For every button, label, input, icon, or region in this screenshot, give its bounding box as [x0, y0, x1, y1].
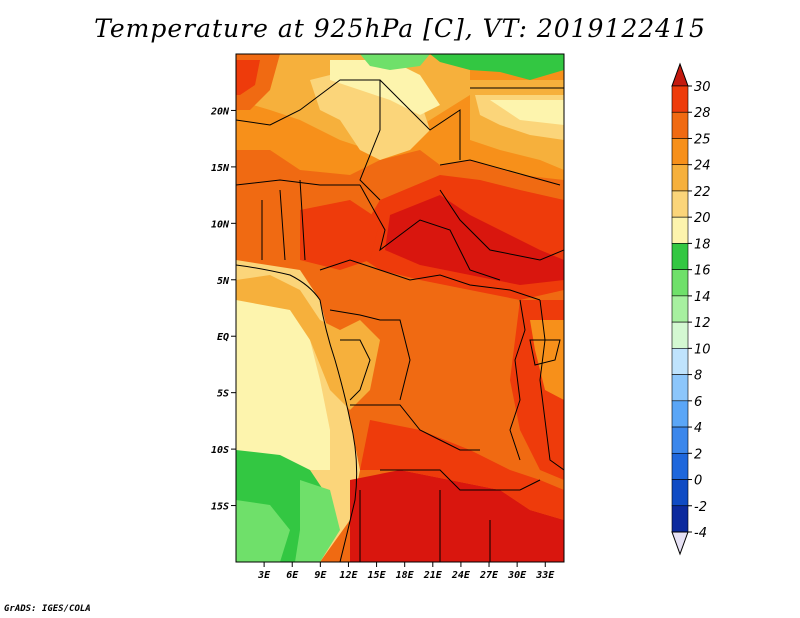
border-12	[350, 404, 480, 451]
field-nw-hot	[236, 60, 260, 95]
colorbar-label: 28	[694, 106, 711, 121]
field-west-hot	[300, 200, 380, 270]
latitude-axis: 20N 15N 10N 5N EQ 5S 10S 15S	[210, 106, 236, 513]
lat-tick-label: 5N	[217, 276, 230, 287]
field-atlantic-coolest	[236, 300, 330, 470]
colorbar-box	[671, 426, 689, 454]
colorbar-label: 4	[694, 421, 702, 436]
border-16	[539, 299, 564, 471]
border-7	[439, 189, 564, 261]
colorbar-label: 14	[694, 290, 711, 305]
lat-tick-label: 15S	[211, 502, 229, 513]
temperature-field	[236, 54, 564, 562]
lat-tick-label: 5S	[217, 389, 229, 400]
colorbar-label: 16	[694, 264, 711, 279]
lon-tick-label: 3E	[257, 570, 271, 581]
border-1	[236, 79, 381, 201]
colorbar-box	[671, 452, 689, 480]
field-sahara-coolest	[330, 60, 440, 115]
border-6	[359, 184, 501, 281]
colorbar-bottom-arrow	[671, 531, 689, 556]
longitude-axis: 3E 6E 9E 12E 15E 18E 21E 24E 27E 30E 33E	[257, 562, 555, 581]
colorbar-box	[671, 138, 689, 166]
border-10	[329, 309, 411, 401]
colorbar-label: 22	[694, 185, 711, 200]
field-green-n1	[360, 54, 430, 70]
colorbar-label: 24	[694, 159, 711, 174]
colorbar-top-arrow	[671, 62, 689, 87]
colorbar-label: 8	[694, 369, 702, 384]
colorbar-box	[671, 348, 689, 375]
credit-label: GrADS: IGES/COLA	[4, 604, 91, 614]
field-sw-green2	[295, 480, 340, 562]
border-15	[509, 299, 526, 461]
lake-victoria	[529, 339, 561, 366]
colorbar-label: 0	[694, 474, 702, 489]
lat-tick-label: 10N	[211, 219, 230, 230]
colorbar-label: 20	[694, 211, 711, 226]
field-ne-coolest	[490, 100, 564, 125]
lon-tick-label: 27E	[479, 570, 499, 581]
colorbar-label: 25	[694, 132, 711, 147]
lon-tick-label: 21E	[423, 570, 443, 581]
colorbar-label: 2	[694, 447, 702, 462]
lon-tick-label: 33E	[535, 570, 555, 581]
field-south-hottest	[350, 470, 564, 562]
colorbar-box	[671, 321, 689, 349]
colorbar-label: -4	[694, 526, 707, 541]
country-borders	[236, 79, 564, 562]
colorbar-box	[671, 269, 689, 297]
colorbar-box	[671, 295, 689, 323]
lat-tick-label: 15N	[211, 163, 230, 174]
colorbar-label: 6	[694, 395, 702, 410]
colorbar-box	[671, 111, 689, 139]
border-14	[359, 490, 491, 562]
colorbar-box	[671, 85, 689, 113]
lat-tick-label: 10S	[211, 445, 229, 456]
field-green-n2	[430, 54, 564, 80]
border-8	[261, 179, 306, 261]
lon-tick-label: 9E	[314, 570, 327, 581]
colorbar-label: 30	[694, 80, 711, 95]
field-central-hottest	[385, 195, 564, 285]
lon-tick-label: 18E	[396, 570, 415, 581]
border-3	[439, 159, 561, 186]
field-gulf-warm	[236, 275, 380, 410]
lon-tick-label: 15E	[368, 570, 387, 581]
lat-tick-label: 20N	[210, 106, 230, 117]
colorbar-box	[671, 505, 689, 533]
coastline	[236, 264, 358, 562]
field-south-hot	[360, 420, 564, 520]
colorbar-box	[671, 374, 689, 402]
map-title: Temperature at 925hPa [C], VT: 201912241…	[94, 14, 706, 43]
border-2	[379, 79, 461, 160]
lat-tick-label: EQ	[217, 332, 229, 343]
colorbar-box	[671, 479, 689, 507]
map-frame	[235, 53, 565, 563]
colorbar-box	[671, 216, 689, 244]
colorbar-box	[671, 164, 689, 192]
field-sw-lightgreen	[236, 500, 290, 562]
colorbar-box	[671, 243, 689, 270]
lon-tick-label: 24E	[451, 570, 471, 581]
colorbar-label: 18	[694, 237, 711, 252]
lon-tick-label: 12E	[339, 570, 358, 581]
lon-tick-label: 30E	[507, 570, 527, 581]
lon-tick-label: 6E	[286, 570, 299, 581]
colorbar-box	[671, 190, 689, 218]
border-13	[380, 469, 541, 491]
border-11	[340, 339, 371, 401]
colorbar-label: 10	[694, 342, 711, 357]
colorbar-label: -2	[694, 500, 707, 515]
colorbar-box	[671, 400, 689, 428]
colorbar-label: 12	[694, 316, 711, 331]
border-9	[319, 259, 541, 301]
